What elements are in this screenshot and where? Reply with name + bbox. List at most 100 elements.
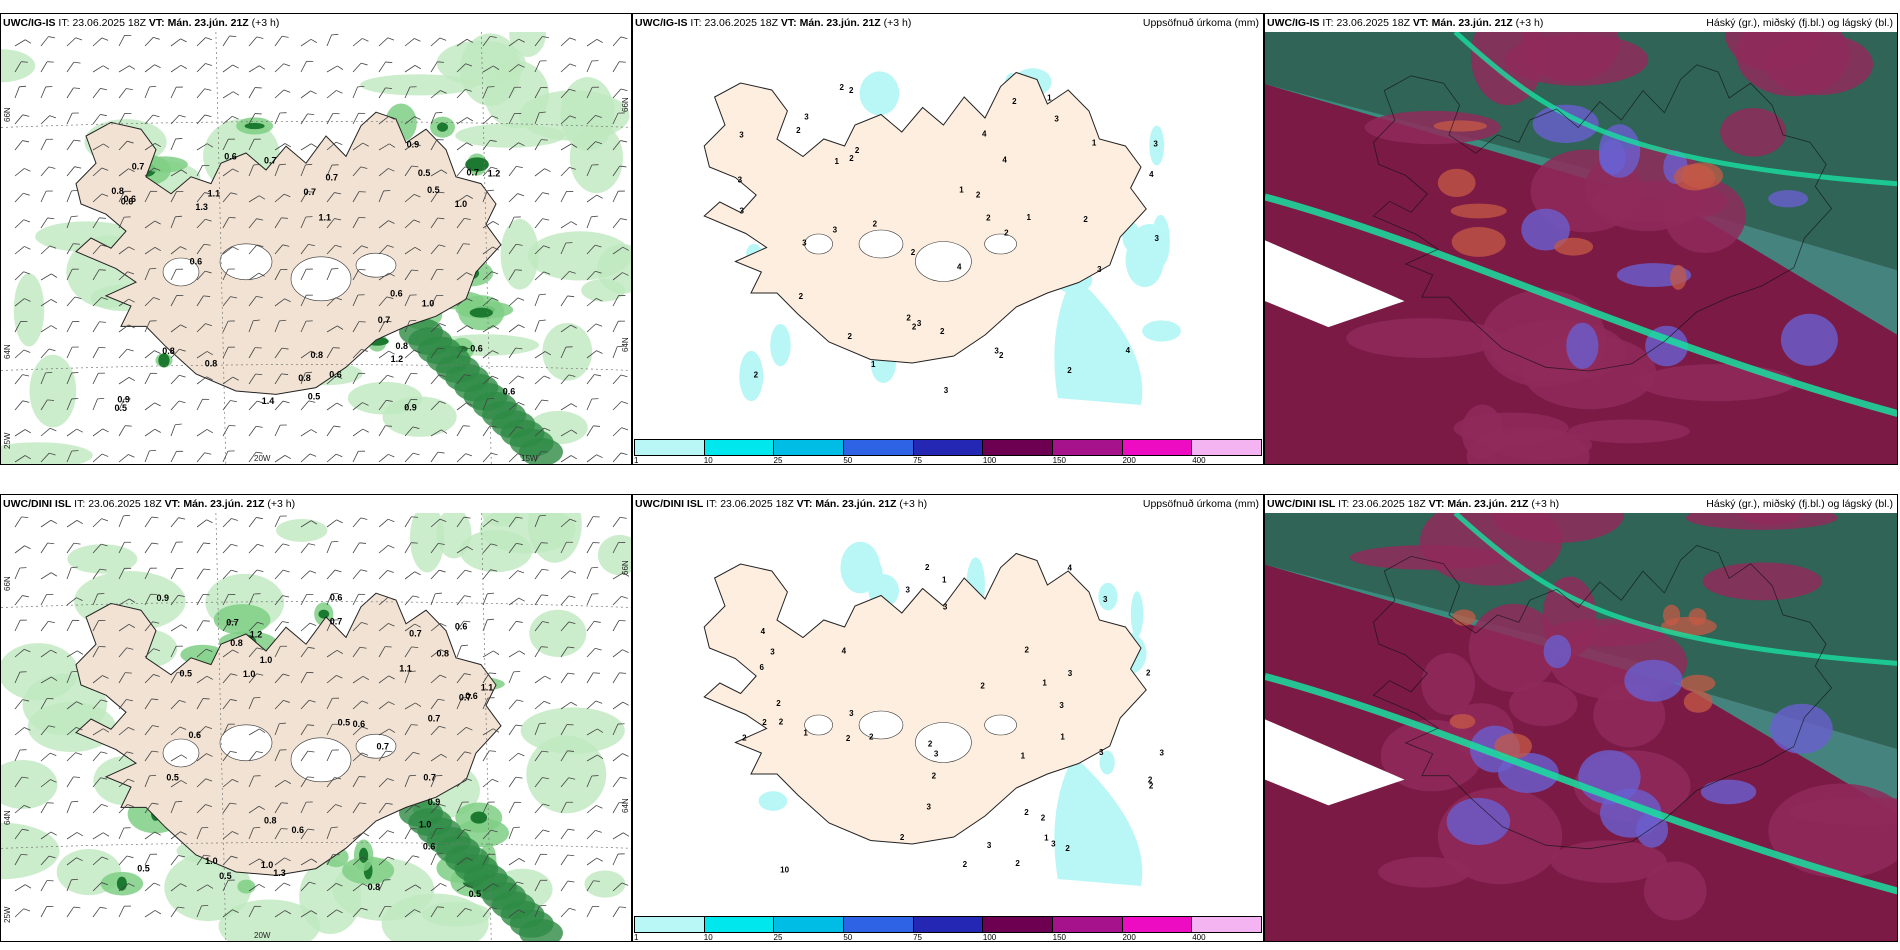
- wind-barb: [586, 728, 604, 736]
- wind-barb: [482, 271, 499, 281]
- wind-barb: [196, 192, 212, 203]
- precip-value-label: 0.6: [503, 386, 516, 396]
- wind-barb: [118, 190, 132, 203]
- lat-label-66n-right: 66N: [621, 97, 630, 112]
- wind-barb: [222, 699, 237, 710]
- wind-barb: [170, 64, 187, 73]
- colorbar-swatch: [1122, 440, 1193, 455]
- wind-barb: [274, 543, 290, 554]
- wind-barb: [92, 777, 108, 788]
- cloud-cover-map: [1265, 32, 1897, 464]
- precip-value-label: 1.0: [455, 199, 468, 209]
- valid-time: Mán. 23.jún. 21Z: [183, 498, 265, 510]
- wind-barb: [404, 399, 418, 411]
- wind-barb: [482, 801, 495, 814]
- wind-barb: [352, 700, 369, 710]
- wind-barb: [144, 428, 161, 437]
- wind-barb: [456, 297, 473, 307]
- accum-value-label: 3: [987, 841, 992, 850]
- wind-barb: [352, 428, 369, 437]
- wind-barb: [274, 828, 288, 840]
- field-title: Háský (gr.), miðský (fj.bl.) og lágský (…: [1706, 17, 1893, 29]
- panel-title: UWC/IG-IS IT: 23.06.2025 18Z VT: Mán. 23…: [635, 17, 1259, 29]
- wind-barb: [66, 776, 81, 788]
- wind-barb: [378, 646, 392, 658]
- wind-barb: [92, 143, 110, 151]
- wind-barb: [482, 189, 495, 203]
- wind-barb: [248, 113, 262, 125]
- precip-value-label: 0.7: [377, 742, 390, 752]
- wind-barb: [508, 142, 525, 151]
- wind-barb: [534, 351, 552, 359]
- lon-label-25w: 25W: [3, 906, 12, 923]
- low-cloud-thin: [1700, 779, 1757, 805]
- wind-barb: [560, 63, 577, 73]
- wind-barb: [66, 857, 83, 866]
- wind-barb: [326, 244, 342, 255]
- wind-barb: [66, 752, 83, 762]
- wind-barb: [456, 829, 472, 840]
- mid-cloud: [1764, 33, 1874, 95]
- wind-barb: [612, 61, 626, 73]
- wind-barb: [456, 402, 473, 411]
- wind-barb: [612, 776, 627, 788]
- wind-barb: [300, 570, 317, 580]
- wind-barb: [456, 801, 469, 814]
- wind-barb: [14, 298, 31, 307]
- wind-barb: [300, 320, 313, 333]
- graticule-line: [1, 601, 631, 608]
- wind-barb: [352, 112, 366, 125]
- precip-value-label: 0.6: [329, 370, 342, 380]
- wind-barb: [170, 423, 182, 437]
- wind-barb: [118, 377, 136, 385]
- colorbar-swatch: [913, 917, 984, 932]
- clear-sky: [1265, 719, 1405, 806]
- precip-area: [409, 513, 445, 573]
- accum-value-label: 3: [1097, 265, 1102, 274]
- wind-barb: [404, 542, 418, 554]
- wind-barb: [92, 728, 110, 736]
- accum-value-label: 3: [944, 386, 949, 395]
- wind-barb: [326, 569, 342, 580]
- wind-barb: [196, 323, 213, 333]
- glacier: [162, 257, 200, 287]
- wind-barb: [300, 520, 318, 528]
- wind-barb: [586, 454, 603, 463]
- wind-barb: [144, 750, 159, 762]
- mid-cloud: [1492, 430, 1593, 461]
- wind-barb: [274, 269, 288, 281]
- wind-barb: [456, 778, 472, 788]
- accum-value-label: 2: [963, 860, 968, 869]
- wind-barb: [14, 39, 32, 47]
- wind-barb: [40, 620, 55, 632]
- valid-time: Mán. 23.jún. 21Z: [167, 17, 249, 29]
- wind-barb: [222, 569, 238, 580]
- wind-barb: [248, 905, 262, 918]
- wind-barb: [274, 515, 287, 528]
- wind-barb: [222, 217, 236, 229]
- wind-barb: [170, 831, 187, 840]
- wind-barb: [378, 906, 392, 918]
- wind-barb: [248, 517, 263, 528]
- wind-barb: [92, 347, 106, 359]
- wind-barb: [14, 671, 27, 684]
- low-cloud-thin: [1768, 190, 1809, 208]
- wind-barb: [586, 38, 604, 47]
- wind-barb: [196, 675, 213, 684]
- wind-barb: [534, 646, 548, 658]
- wind-barb: [482, 728, 500, 736]
- wind-barb: [352, 269, 366, 281]
- precip-value-label: 0.8: [264, 815, 277, 825]
- accum-value-label: 2: [848, 332, 853, 341]
- accum-value-label: 2: [779, 717, 784, 726]
- wind-barb: [40, 698, 54, 710]
- mid-cloud-warm: [1449, 713, 1476, 729]
- precip-value-label: 0.6: [390, 288, 403, 298]
- accum-value-label: 2: [1015, 859, 1020, 868]
- precip-area: [560, 77, 615, 151]
- wind-barb: [196, 854, 211, 866]
- wind-barb: [222, 376, 239, 385]
- wind-barb: [534, 168, 551, 177]
- wind-barb: [14, 804, 31, 814]
- wind-barb: [326, 675, 343, 684]
